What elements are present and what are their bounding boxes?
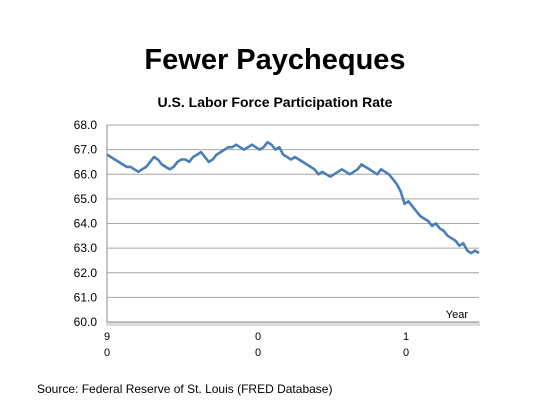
y-tick-label: 63.0: [74, 241, 98, 255]
chart-title: U.S. Labor Force Participation Rate: [157, 94, 393, 110]
x-tick-labels: 9 0 0 0 1 0: [104, 331, 409, 359]
series-layer: [106, 140, 480, 255]
x-tick-label: 9: [104, 331, 110, 343]
x-tick-label: 0: [255, 331, 261, 343]
main-title: Fewer Paycheques: [144, 44, 406, 76]
gridlines: [107, 124, 479, 298]
y-tick-labels: 60.0 61.0 62.0 63.0 64.0 65.0 66.0 67.0 68.0: [74, 118, 98, 329]
y-tick-label: 65.0: [74, 192, 98, 206]
x-tick-label: 1: [403, 331, 409, 343]
y-tick-label: 64.0: [74, 217, 98, 231]
axes: [106, 125, 480, 326]
y-tick-label: 60.0: [74, 315, 98, 329]
y-tick-label: 67.0: [74, 143, 98, 157]
x-tick-label: 0: [255, 347, 261, 359]
x-tick-label: 0: [403, 347, 409, 359]
x-axis-label: Year: [446, 309, 469, 321]
y-tick-label: 66.0: [74, 167, 98, 181]
y-tick-label: 61.0: [74, 290, 98, 304]
series-line: [106, 140, 480, 255]
x-tick-label: 0: [104, 347, 110, 359]
y-tick-label: 68.0: [74, 118, 98, 132]
source-note: Source: Federal Reserve of St. Louis (FR…: [37, 382, 333, 396]
y-tick-label: 62.0: [74, 266, 98, 280]
